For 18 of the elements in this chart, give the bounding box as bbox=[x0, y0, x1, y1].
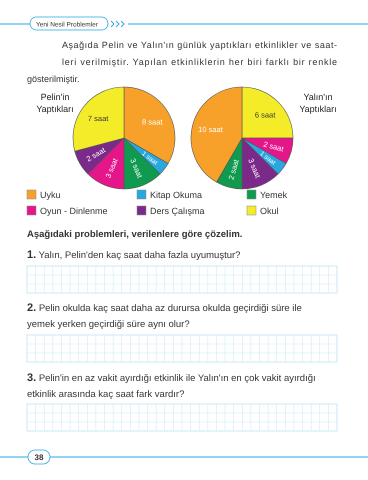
legend-label: Oyun - Dinlenme bbox=[40, 206, 108, 216]
text: 3. Pelin'in en az vakit ayırdığı etkinlik ile Yalın'ın en çok vakit ayırdığı bbox=[27, 372, 316, 384]
text: 38 bbox=[34, 453, 44, 462]
text: 1. Yalın, Pelin'den kaç saat daha fazla uyumuştur? bbox=[27, 249, 240, 261]
legend-label: Kitap Okuma bbox=[150, 190, 202, 200]
text: Aşağıdaki problemleri, verilenlere göre çözelim. bbox=[27, 229, 242, 240]
text: yemek yerken geçirdiği süre aynı olur? bbox=[27, 319, 190, 330]
legend-label: Uyku bbox=[40, 190, 61, 200]
text: 2. Pelin okulda kaç saat daha az durursa okulda geçirdiği süre ile bbox=[27, 302, 302, 314]
legend-label: Ders Çalışma bbox=[150, 206, 205, 216]
text: Yalın'ın Yaptıkları bbox=[299, 92, 337, 114]
text: gösterilmiştir. bbox=[27, 74, 80, 84]
text: Aşağıda Pelin ve Yalın'ın günlük yaptıkları etkinlikler ve saat- bbox=[62, 40, 337, 50]
text: leri verilmiştir. Yapılan etkinliklerin her biri farklı bir renkle bbox=[62, 57, 337, 67]
text: Pelin'in Yaptıkları bbox=[36, 92, 74, 114]
legend-label: Okul bbox=[260, 206, 279, 216]
legend-label: Yemek bbox=[260, 190, 288, 200]
text: etkinlik arasında kaç saat fark vardır? bbox=[27, 389, 184, 400]
